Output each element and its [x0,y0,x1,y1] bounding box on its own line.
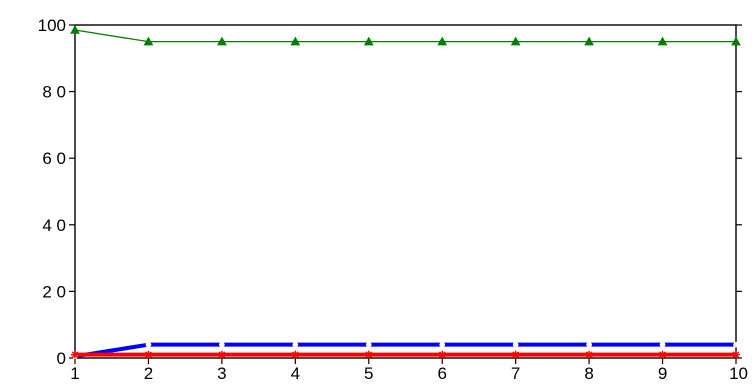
data-point-triangle [70,24,80,34]
x-tick-label: 7 [511,364,520,383]
data-point-triangle [510,36,521,46]
data-point-asterisk [732,350,740,359]
data-point-circle [365,341,372,348]
x-tick-label: 8 [584,364,593,383]
data-point-circle [512,341,519,348]
x-tick-label: 6 [437,364,446,383]
data-point-triangle [657,36,668,46]
x-tick-label: 5 [364,364,373,383]
data-point-triangle [217,36,227,46]
y-tick-label: 4 0 [42,216,66,235]
y-tick-label: 0 [57,349,66,368]
data-point-asterisk [364,350,373,359]
x-tick-label: 4 [291,364,300,383]
data-point-asterisk [511,350,520,359]
x-tick-label: 1 [70,364,79,383]
data-point-circle [439,341,446,348]
series-line [74,29,736,43]
data-point-asterisk [144,350,153,359]
data-point-triangle [143,36,154,46]
data-point-triangle [437,36,448,46]
data-point-circle [659,341,666,348]
data-point-triangle [290,36,301,46]
y-tick-label: 2 0 [42,282,66,301]
x-tick-label: 3 [217,364,226,383]
data-point-asterisk [217,350,226,359]
data-point-circle [292,341,299,348]
data-point-asterisk [291,350,300,359]
x-tick-label: 10 [729,364,748,383]
data-point-triangle [363,36,374,46]
data-point-circle [733,341,739,348]
plot-frame [74,24,737,359]
data-point-circle [586,341,592,348]
data-point-asterisk [585,350,594,359]
y-tick-label: 100 [38,16,66,35]
data-point-asterisk [438,350,447,359]
series-line [74,342,736,359]
data-point-triangle [731,36,741,46]
data-point-circle [145,341,152,348]
data-point-asterisk [658,350,667,359]
x-tick-label: 9 [658,364,667,383]
data-point-circle [219,341,225,348]
y-tick-label: 8 0 [42,83,66,102]
y-tick-label: 6 0 [42,149,66,168]
x-tick-label: 2 [144,364,153,383]
data-point-triangle [584,36,594,46]
data-point-asterisk [71,350,79,359]
